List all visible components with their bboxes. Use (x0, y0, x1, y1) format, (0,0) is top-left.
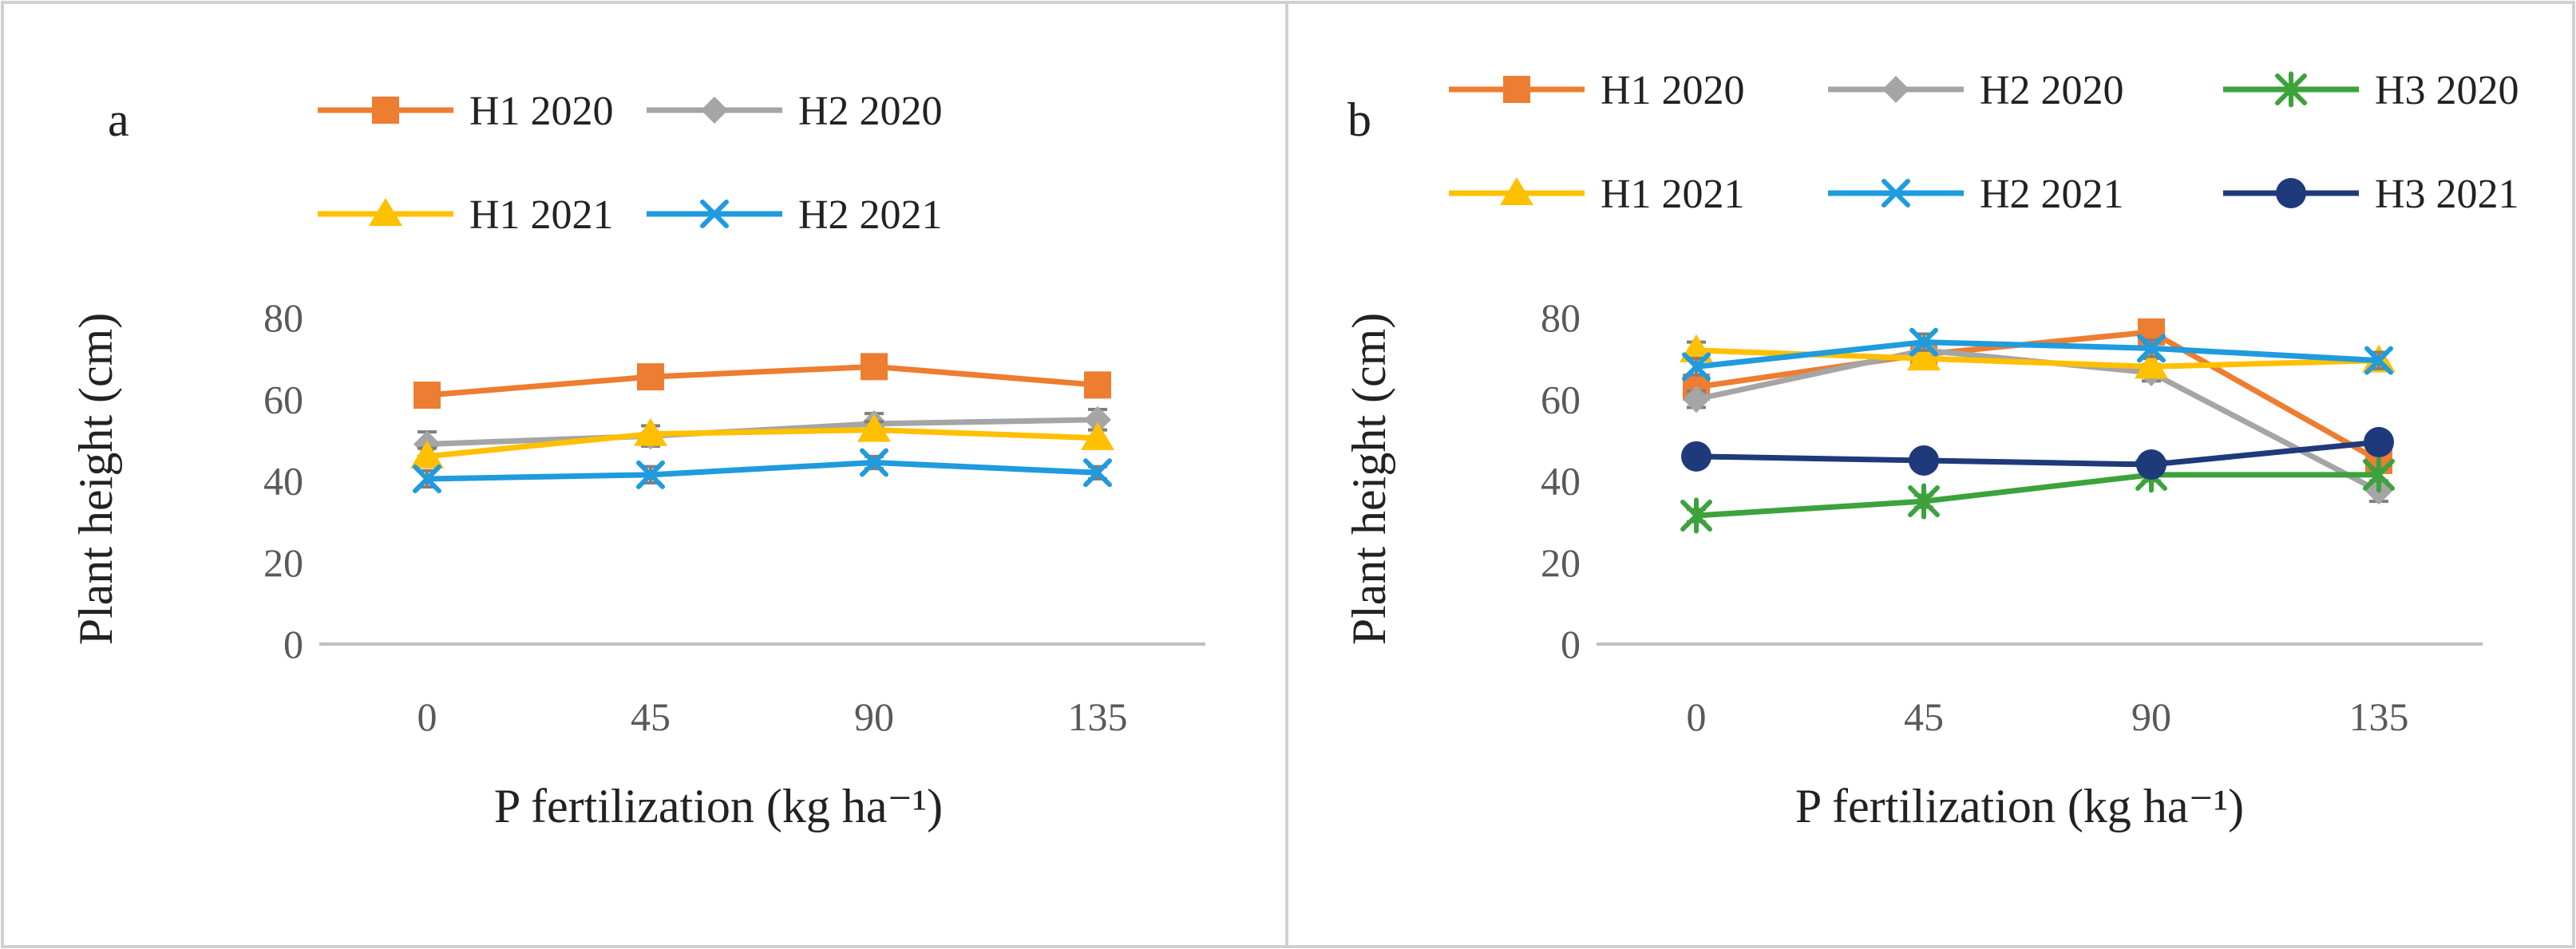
data-point (634, 417, 667, 446)
legend-item: H2 2020 (647, 89, 943, 134)
legend: H1 2020 H2 2020 H1 2021 H2 2021 (318, 89, 943, 238)
data-point (2135, 350, 2168, 379)
legend-swatch-marker (1882, 76, 1909, 103)
legend-label: H2 2021 (1980, 172, 2124, 217)
legend-swatch-marker (700, 200, 729, 228)
data-point (1909, 327, 1938, 357)
data-point (2364, 346, 2393, 375)
data-point (857, 413, 891, 442)
y-tick-label: 40 (1541, 459, 1581, 504)
x-tick-label: 45 (1904, 694, 1944, 739)
series-line (1696, 339, 2380, 370)
legend-label: H3 2020 (2375, 68, 2519, 113)
series-line (1696, 439, 2380, 468)
x-axis-title: P fertilization (kg ha⁻¹) (494, 780, 943, 832)
data-point (1081, 421, 1114, 450)
series-h2-2021 (1682, 327, 2393, 382)
y-tick-label: 80 (263, 295, 303, 340)
panel-label: a (108, 93, 129, 146)
data-point (861, 353, 888, 381)
data-point (637, 363, 664, 391)
x-tick-label: 135 (1068, 694, 1128, 739)
data-point (1682, 352, 1711, 382)
data-point (1907, 342, 1941, 371)
legend-item: H1 2021 (1449, 172, 1745, 217)
legend-swatch-marker (1503, 76, 1530, 103)
legend: H1 2020 H2 2020 H3 2020 H1 2021 H2 2021 H3 20… (1449, 68, 2519, 217)
x-tick-label: 90 (2131, 694, 2171, 739)
data-point (1083, 458, 1112, 488)
legend-label: H1 2021 (1601, 172, 1745, 217)
legend-item: H2 2021 (1828, 172, 2124, 217)
data-point (860, 448, 888, 477)
legend-item: H1 2021 (318, 192, 614, 238)
legend-label: H3 2021 (2375, 172, 2519, 217)
y-tick-label: 20 (1541, 540, 1581, 585)
x-axis-title: P fertilization (kg ha⁻¹) (1795, 780, 2244, 832)
data-point (2136, 449, 2166, 480)
series-line (426, 363, 1098, 398)
data-point (414, 382, 441, 409)
data-point (1683, 386, 1710, 413)
y-axis-title: Plant height (cm) (1343, 313, 1395, 646)
x-tick-label: 135 (2349, 694, 2409, 739)
legend-swatch-marker (369, 198, 402, 226)
legend-item: H2 2021 (647, 192, 943, 238)
x-tick-label: 0 (1687, 694, 1707, 739)
legend-item: H1 2020 (318, 89, 614, 134)
legend-swatch-marker (2276, 178, 2306, 208)
data-point (413, 464, 441, 493)
y-tick-label: 60 (263, 377, 303, 421)
y-tick-label: 20 (263, 540, 303, 585)
legend-swatch-marker (372, 97, 399, 124)
series-line (426, 459, 1098, 482)
legend-label: H2 2020 (798, 89, 943, 134)
legend-item: H3 2020 (2223, 68, 2519, 113)
legend-label: H1 2020 (1601, 68, 1745, 113)
series-h2-2021 (413, 448, 1112, 493)
x-tick-label: 0 (417, 694, 437, 739)
y-tick-label: 0 (283, 622, 303, 666)
data-point (1908, 483, 1940, 520)
series-h1-2021 (410, 413, 1114, 469)
series-h3-2021 (1681, 426, 2394, 480)
legend-label: H1 2021 (469, 192, 614, 238)
data-point (2364, 426, 2394, 457)
x-tick-label: 45 (631, 694, 671, 739)
legend-label: H1 2020 (469, 89, 614, 134)
legend-item: H1 2020 (1449, 68, 1745, 113)
legend-item: H2 2020 (1828, 68, 2124, 113)
series-h1-2020 (414, 353, 1111, 409)
data-point (1681, 441, 1711, 472)
data-point (1680, 497, 1712, 534)
x-tick-label: 90 (854, 694, 894, 739)
chart-panel-a: a 0 20 40 60 80 0 45 90 135 Plant height (cm) P fer… (69, 89, 1205, 832)
panel-label: b (1347, 93, 1371, 146)
y-tick-label: 0 (1561, 622, 1581, 666)
legend-item: H3 2021 (2223, 172, 2519, 217)
legend-label: H2 2020 (1980, 68, 2124, 113)
series-line (1696, 472, 2379, 519)
chart-panel-b: b 0 20 40 60 80 0 45 90 135 Plant height (cm) P fer… (1343, 68, 2519, 832)
legend-swatch-marker (1882, 179, 1910, 208)
data-point (1084, 405, 1111, 433)
series-line (426, 427, 1098, 460)
legend-label: H2 2021 (798, 192, 943, 238)
legend-swatch-marker (701, 97, 728, 124)
data-point (1909, 445, 1939, 476)
data-point (2363, 457, 2395, 493)
legend-swatch-marker (2275, 71, 2307, 108)
y-tick-label: 40 (263, 459, 303, 504)
data-point (2137, 334, 2166, 363)
y-tick-label: 60 (1541, 377, 1581, 421)
data-point (1084, 371, 1111, 399)
data-point (636, 460, 665, 489)
legend-swatch-marker (1500, 177, 1533, 205)
data-point (410, 440, 444, 469)
y-axis-title: Plant height (cm) (69, 313, 122, 646)
y-tick-label: 80 (1541, 295, 1581, 340)
